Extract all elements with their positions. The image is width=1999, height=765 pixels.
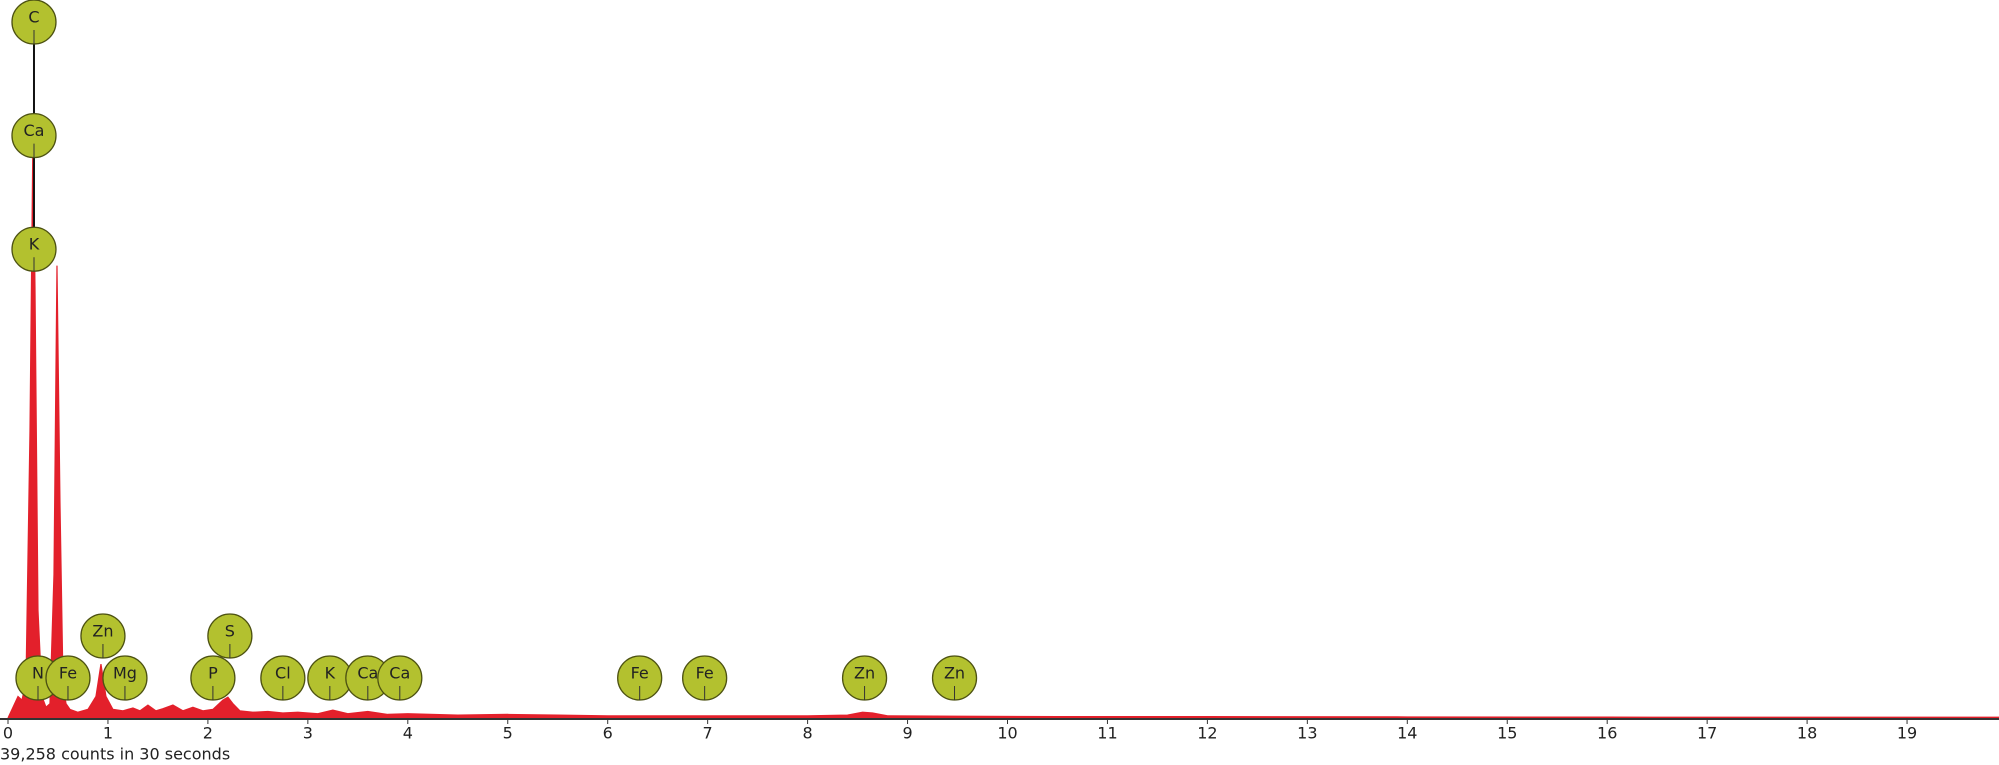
x-tick-label: 8 bbox=[803, 724, 813, 743]
x-tick-label: 7 bbox=[703, 724, 713, 743]
x-tick-label: 3 bbox=[303, 724, 313, 743]
element-label: K bbox=[325, 664, 336, 683]
element-label: K bbox=[29, 235, 40, 254]
element-label: P bbox=[208, 664, 218, 683]
x-tick-label: 17 bbox=[1697, 724, 1717, 743]
element-label: Ca bbox=[23, 121, 44, 140]
x-tick-label: 0 bbox=[3, 724, 13, 743]
element-label: Fe bbox=[59, 664, 77, 683]
element-label: Fe bbox=[631, 664, 649, 683]
x-tick-label: 6 bbox=[603, 724, 613, 743]
x-tick-label: 15 bbox=[1497, 724, 1517, 743]
element-label: Ca bbox=[389, 664, 410, 683]
x-tick-label: 14 bbox=[1397, 724, 1417, 743]
x-tick-label: 11 bbox=[1097, 724, 1117, 743]
spectrum-fill bbox=[8, 129, 1999, 719]
x-tick-label: 1 bbox=[103, 724, 113, 743]
element-label: N bbox=[32, 664, 44, 683]
element-label: S bbox=[225, 622, 235, 641]
spectrum-line bbox=[7, 129, 1999, 719]
element-label: C bbox=[28, 8, 39, 27]
footer: 39,258 counts in 30 seconds bbox=[0, 745, 230, 764]
element-label: Mg bbox=[113, 664, 137, 683]
element-label: Zn bbox=[854, 664, 875, 683]
element-label: Cl bbox=[275, 664, 291, 683]
x-tick-label: 12 bbox=[1197, 724, 1217, 743]
element-label: Zn bbox=[92, 622, 113, 641]
x-tick-label: 18 bbox=[1797, 724, 1817, 743]
x-tick-label: 5 bbox=[503, 724, 513, 743]
x-tick-label: 9 bbox=[902, 724, 912, 743]
x-tick-label: 4 bbox=[403, 724, 413, 743]
x-tick-label: 16 bbox=[1597, 724, 1617, 743]
element-label: Fe bbox=[696, 664, 714, 683]
x-tick-label: 10 bbox=[997, 724, 1017, 743]
x-tick-label: 13 bbox=[1297, 724, 1317, 743]
element-label: Zn bbox=[944, 664, 965, 683]
x-tick-label: 2 bbox=[203, 724, 213, 743]
x-tick-label: 19 bbox=[1897, 724, 1917, 743]
element-label: Ca bbox=[357, 664, 378, 683]
